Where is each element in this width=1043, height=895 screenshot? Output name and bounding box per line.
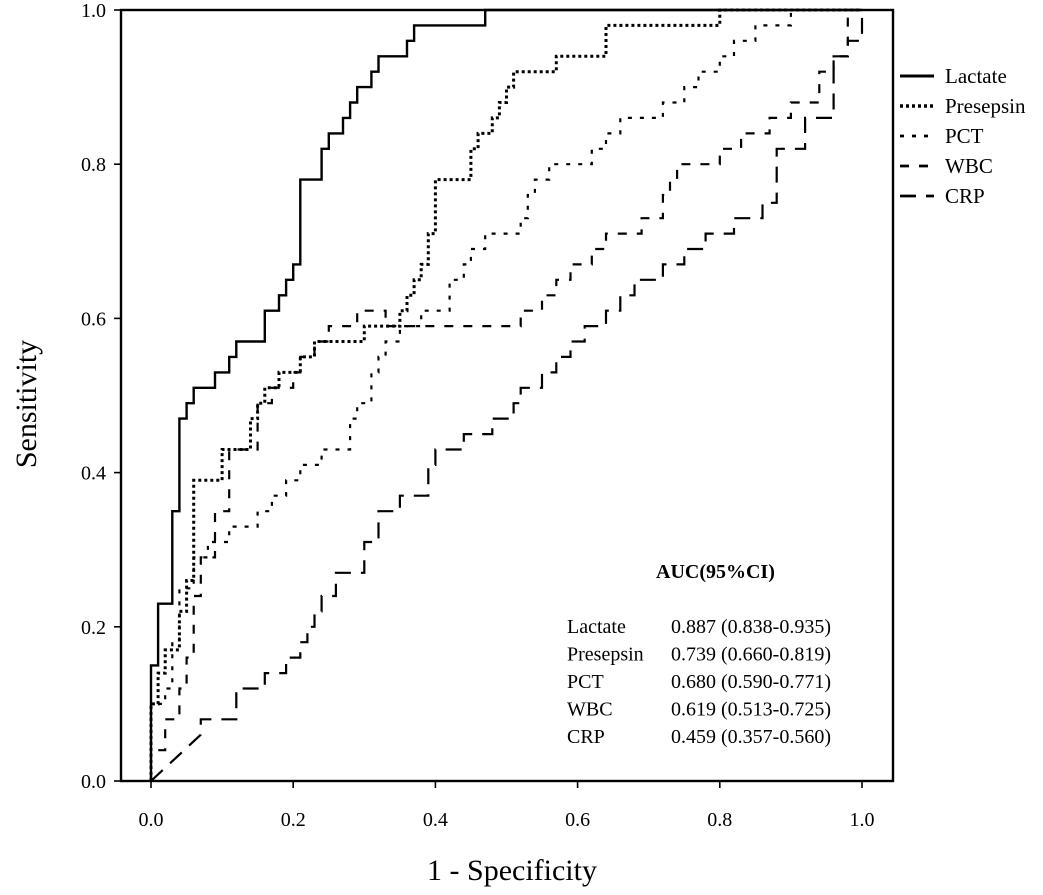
auc-row-value: 0.680 (0.590-0.771) (671, 671, 831, 693)
auc-row-value: 0.619 (0.513-0.725) (671, 699, 831, 721)
x-tick-label: 0.6 (565, 809, 590, 831)
x-tick-label: 1.0 (850, 809, 875, 831)
auc-title: AUC(95%CI) (656, 561, 775, 583)
auc-row-label: CRP (567, 726, 605, 748)
x-tick-label: 0.0 (139, 809, 164, 831)
roc-curves (149, 8, 864, 782)
auc-row-value: 0.887 (0.838-0.935) (671, 616, 831, 638)
legend-label: CRP (945, 184, 985, 208)
series-line-wbc (149, 8, 862, 781)
series-line-crp (150, 10, 864, 782)
auc-row-label: WBC (567, 699, 613, 721)
x-axis-title: 1 - Specificity (427, 854, 597, 887)
x-tick-label: 0.4 (423, 809, 448, 831)
y-tick-label: 0.0 (81, 771, 106, 793)
auc-row-value: 0.459 (0.357-0.560) (671, 726, 831, 748)
y-tick-label: 0.2 (81, 617, 106, 639)
axis-ticks: 0.0 0.2 0.4 0.6 0.8 1.0 0.0 0.2 0.4 0.6 0.8 1.0 (81, 0, 875, 831)
series-line-presepsin (149, 8, 862, 781)
auc-row-label: Lactate (567, 616, 626, 638)
x-tick-label: 0.8 (707, 809, 732, 831)
auc-row-label: Presepsin (567, 644, 644, 666)
y-tick-label: 0.4 (81, 463, 106, 485)
y-tick-label: 0.6 (81, 308, 106, 330)
y-axis-title: Sensitivity (10, 340, 43, 468)
legend: Lactate Presepsin PCT WBC CRP (900, 64, 1026, 208)
y-tick-label: 1.0 (81, 0, 106, 22)
auc-row-label: PCT (567, 671, 604, 693)
legend-label: WBC (945, 154, 993, 178)
legend-label: Presepsin (945, 94, 1026, 118)
y-tick-label: 0.8 (81, 154, 106, 176)
x-tick-label: 0.2 (281, 809, 306, 831)
auc-annotation: AUC(95%CI) Lactate 0.887 (0.838-0.935) Pres… (567, 561, 831, 748)
legend-label: Lactate (945, 64, 1007, 88)
legend-label: PCT (945, 124, 984, 148)
series-line-lactate (149, 8, 862, 781)
auc-row-value: 0.739 (0.660-0.819) (671, 644, 831, 666)
